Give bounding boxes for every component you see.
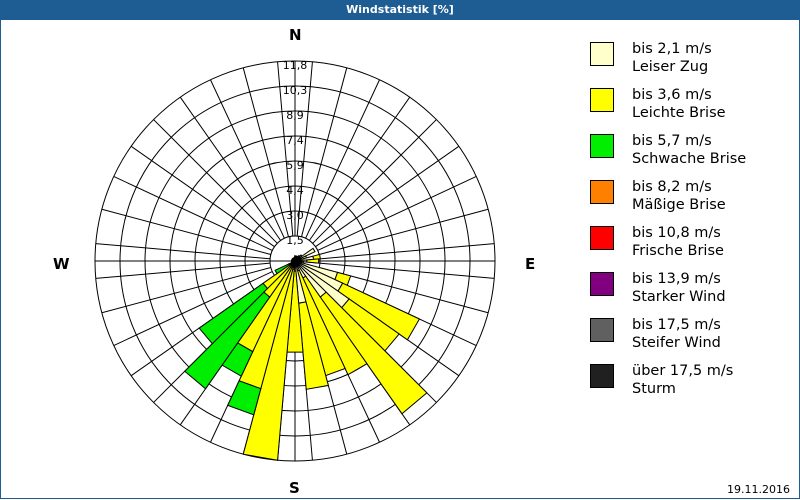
- ring-label: 1,5: [286, 234, 304, 247]
- ring-label: 5,9: [286, 159, 304, 172]
- wind-sector: [226, 380, 262, 416]
- compass-south-label: S: [289, 479, 300, 497]
- legend-swatch-icon: [590, 88, 614, 112]
- legend-swatch-icon: [590, 318, 614, 342]
- ring-label: 7,4: [286, 134, 304, 147]
- legend-speed: bis 10,8 m/s: [632, 225, 721, 241]
- wind-sector: [198, 282, 269, 345]
- wind-sector: [298, 301, 329, 390]
- wind-sector: [319, 291, 428, 415]
- legend-name: Mäßige Brise: [632, 197, 726, 213]
- legend-speed: bis 8,2 m/s: [632, 179, 712, 195]
- legend-name: Starker Wind: [632, 289, 726, 305]
- ring-label: 8,9: [286, 109, 304, 122]
- wind-sector: [302, 275, 368, 376]
- legend-swatch-icon: [590, 364, 614, 388]
- legend-swatch-icon: [590, 272, 614, 296]
- date-stamp: 19.11.2016: [727, 483, 790, 496]
- legend-name: Leiser Zug: [632, 59, 709, 75]
- legend-speed: bis 17,5 m/s: [632, 317, 721, 333]
- wind-sector: [274, 263, 291, 275]
- legend-speed: bis 5,7 m/s: [632, 133, 712, 149]
- legend-name: Schwache Brise: [632, 151, 747, 167]
- legend-speed: bis 13,9 m/s: [632, 271, 721, 287]
- legend-speed: über 17,5 m/s: [632, 363, 734, 379]
- wind-sector: [293, 257, 296, 262]
- chart-title: Windstatistik [%]: [0, 0, 800, 20]
- wind-sector: [337, 282, 421, 341]
- ring-label: 11,8: [283, 59, 308, 72]
- compass-west-label: W: [53, 255, 70, 273]
- legend-name: Steifer Wind: [632, 335, 721, 351]
- legend-swatch-icon: [590, 180, 614, 204]
- legend-swatch-icon: [590, 134, 614, 158]
- ring-label: 4,4: [286, 184, 304, 197]
- legend-swatch-icon: [590, 42, 614, 66]
- compass-north-label: N: [289, 26, 302, 44]
- legend-speed: bis 3,6 m/s: [632, 87, 712, 103]
- legend-swatch-icon: [590, 226, 614, 250]
- wind-sector: [312, 253, 321, 260]
- ring-label: 10,3: [283, 84, 308, 97]
- ring-label: 3,0: [286, 209, 304, 222]
- wind-sector: [183, 291, 271, 390]
- legend-name: Frische Brise: [632, 243, 724, 259]
- wind-sector: [306, 258, 320, 264]
- legend-name: Sturm: [632, 381, 676, 397]
- legend-speed: bis 2,1 m/s: [632, 41, 712, 57]
- compass-east-label: E: [525, 255, 536, 273]
- legend-name: Leichte Brise: [632, 105, 726, 121]
